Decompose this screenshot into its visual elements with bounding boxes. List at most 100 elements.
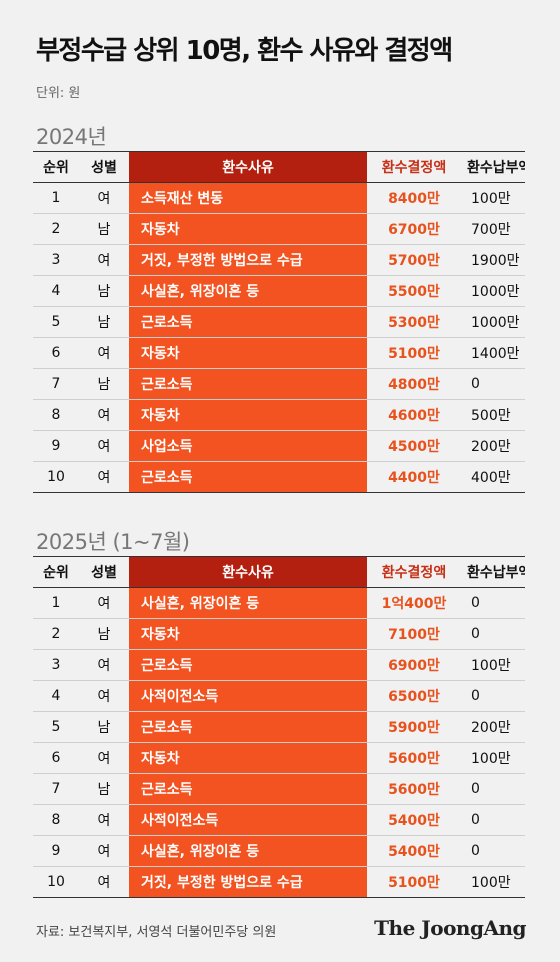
table-row: 1 여 사실혼, 위장이혼 등 1억400만 0: [33, 588, 525, 619]
cell-amount: 5900만: [388, 720, 440, 736]
cell-paid: 100만: [471, 751, 511, 767]
column-header-amount: 환수결정액: [381, 565, 447, 581]
column-header-reason: 환수사유: [129, 557, 367, 587]
cell-sex: 여: [97, 658, 111, 674]
cell-reason: 근로소득: [129, 774, 367, 804]
table-row: 9 여 사실혼, 위장이혼 등 5400만 0: [33, 836, 525, 867]
cell-reason: 근로소득: [129, 369, 367, 399]
cell-amount: 1억400만: [381, 596, 447, 612]
cell-rank: 3: [51, 657, 61, 673]
cell-paid: 100만: [471, 658, 511, 674]
cell-paid: 1400만: [471, 346, 520, 362]
cell-amount: 6500만: [388, 689, 440, 705]
cell-reason: 자동차: [129, 338, 367, 368]
cell-sex: 여: [97, 253, 111, 269]
cell-sex: 여: [97, 439, 111, 455]
cell-reason: 근로소득: [129, 462, 367, 492]
cell-rank: 2: [51, 626, 61, 642]
cell-sex: 여: [97, 596, 111, 612]
cell-rank: 4: [51, 688, 61, 704]
cell-sex: 여: [97, 751, 111, 767]
cell-amount: 5600만: [388, 782, 440, 798]
cell-paid: 400만: [471, 470, 511, 486]
unit-label: 단위: 원: [36, 86, 81, 101]
table-row: 1 여 소득재산 변동 8400만 100만: [33, 183, 525, 214]
cell-amount: 4800만: [388, 377, 440, 393]
cell-reason: 사실혼, 위장이혼 등: [129, 588, 367, 618]
table-row: 6 여 자동차 5600만 100만: [33, 743, 525, 774]
cell-reason: 거짓, 부정한 방법으로 수급: [129, 867, 367, 897]
cell-amount: 5600만: [388, 751, 440, 767]
cell-paid: 0: [471, 843, 480, 859]
cell-rank: 4: [51, 283, 61, 299]
cell-sex: 남: [97, 782, 111, 798]
cell-reason: 근로소득: [129, 712, 367, 742]
table-row: 3 여 거짓, 부정한 방법으로 수급 5700만 1900만: [33, 245, 525, 276]
cell-rank: 6: [51, 345, 61, 361]
cell-rank: 9: [51, 843, 61, 859]
page-title: 부정수급 상위 10명, 환수 사유와 결정액: [36, 36, 453, 66]
cell-amount: 4500만: [388, 439, 440, 455]
cell-paid: 1900만: [471, 253, 520, 269]
cell-paid: 1000만: [471, 315, 520, 331]
cell-amount: 6700만: [388, 222, 440, 238]
cell-amount: 7100만: [388, 627, 440, 643]
table-row: 4 여 사적이전소득 6500만 0: [33, 681, 525, 712]
cell-reason: 사실혼, 위장이혼 등: [129, 836, 367, 866]
publisher-logo: The JoongAng: [374, 916, 526, 940]
cell-sex: 남: [97, 627, 111, 643]
cell-paid: 0: [471, 688, 480, 704]
table-row: 3 여 근로소득 6900만 100만: [33, 650, 525, 681]
cell-sex: 여: [97, 408, 111, 424]
cell-reason: 자동차: [129, 743, 367, 773]
cell-sex: 여: [97, 191, 111, 207]
table-row: 2 남 자동차 7100만 0: [33, 619, 525, 650]
cell-paid: 1000만: [471, 284, 520, 300]
cell-amount: 6900만: [388, 658, 440, 674]
cell-reason: 사실혼, 위장이혼 등: [129, 276, 367, 306]
cell-amount: 5700만: [388, 253, 440, 269]
cell-rank: 5: [51, 314, 61, 330]
cell-sex: 여: [97, 470, 111, 486]
cell-amount: 4400만: [388, 470, 440, 486]
column-header-reason: 환수사유: [129, 152, 367, 182]
cell-amount: 5500만: [388, 284, 440, 300]
cell-paid: 700만: [471, 222, 511, 238]
cell-rank: 3: [51, 252, 61, 268]
table-row: 8 여 자동차 4600만 500만: [33, 400, 525, 431]
cell-reason: 근로소득: [129, 650, 367, 680]
cell-rank: 10: [47, 469, 65, 485]
cell-paid: 0: [471, 626, 480, 642]
cell-sex: 여: [97, 844, 111, 860]
cell-reason: 근로소득: [129, 307, 367, 337]
cell-rank: 9: [51, 438, 61, 454]
section-year-2025: 2025년 (1~7월): [36, 530, 190, 554]
table-row: 5 남 근로소득 5900만 200만: [33, 712, 525, 743]
table-row: 7 남 근로소득 4800만 0: [33, 369, 525, 400]
cell-sex: 남: [97, 222, 111, 238]
cell-amount: 5100만: [388, 346, 440, 362]
cell-rank: 8: [51, 812, 61, 828]
table-row: 5 남 근로소득 5300만 1000만: [33, 307, 525, 338]
cell-sex: 남: [97, 315, 111, 331]
source-note: 자료: 보건복지부, 서영석 더불어민주당 의원: [36, 925, 277, 940]
table-row: 9 여 사업소득 4500만 200만: [33, 431, 525, 462]
cell-paid: 100만: [471, 875, 511, 891]
cell-reason: 소득재산 변동: [129, 183, 367, 213]
cell-reason: 자동차: [129, 214, 367, 244]
column-header-rank: 순위: [43, 160, 69, 176]
cell-sex: 남: [97, 284, 111, 300]
cell-reason: 거짓, 부정한 방법으로 수급: [129, 245, 367, 275]
cell-paid: 0: [471, 812, 480, 828]
cell-sex: 여: [97, 689, 111, 705]
cell-reason: 사업소득: [129, 431, 367, 461]
cell-sex: 여: [97, 875, 111, 891]
cell-paid: 0: [471, 781, 480, 797]
cell-rank: 10: [47, 874, 65, 890]
table-row: 10 여 거짓, 부정한 방법으로 수급 5100만 100만: [33, 867, 525, 898]
cell-rank: 1: [51, 190, 61, 206]
cell-amount: 8400만: [388, 191, 440, 207]
cell-reason: 사적이전소득: [129, 805, 367, 835]
table-row: 4 남 사실혼, 위장이혼 등 5500만 1000만: [33, 276, 525, 307]
table-header-row: 순위 성별 환수사유 환수결정액 환수납부액: [33, 556, 525, 588]
